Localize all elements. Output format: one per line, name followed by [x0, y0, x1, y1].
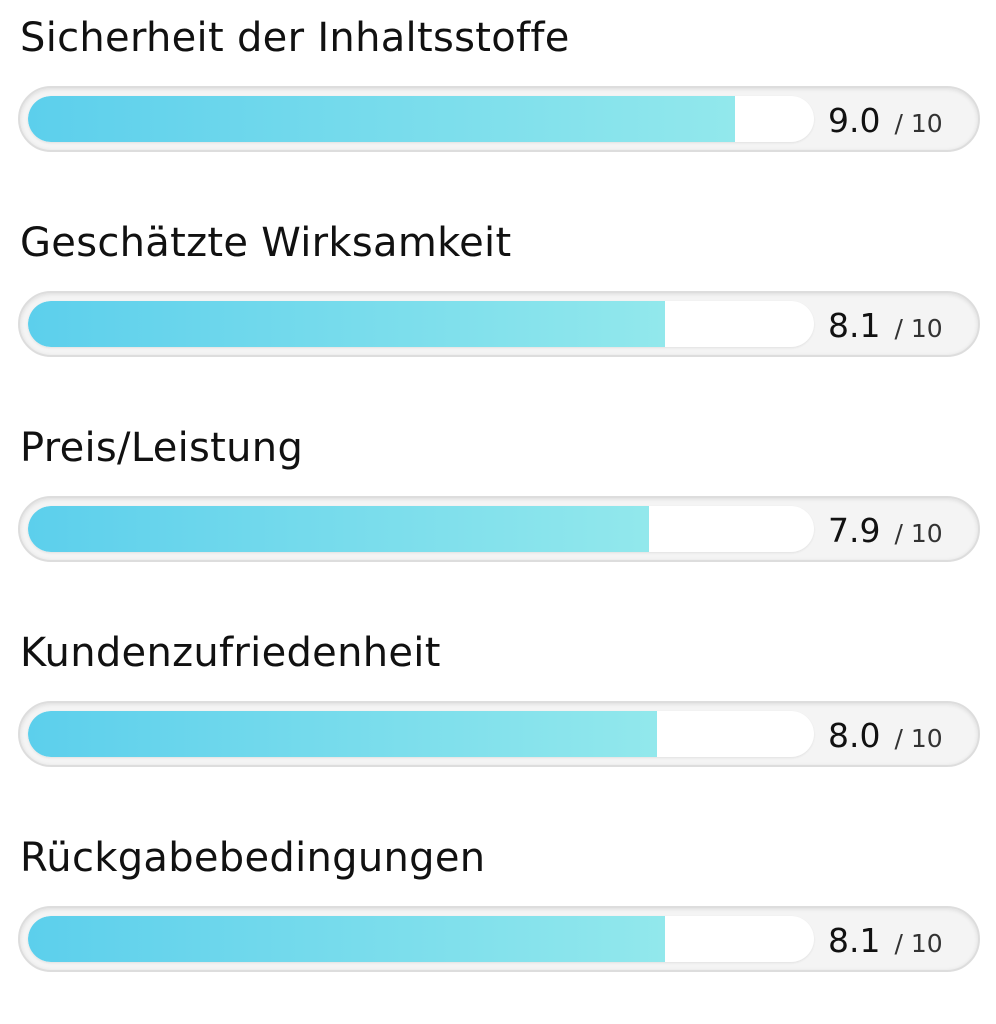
- score-value: 8.1: [828, 921, 881, 960]
- rating-score: 9.0 / 10: [828, 98, 943, 144]
- rating-score: 7.9 / 10: [828, 508, 943, 554]
- rating-bar: [28, 96, 814, 142]
- score-max: / 10: [894, 929, 943, 958]
- rating-track: 8.1 / 10: [18, 906, 980, 972]
- score-value: 9.0: [828, 101, 881, 140]
- rating-row-value-for-money: Preis/Leistung 7.9 / 10: [18, 410, 980, 580]
- rating-bar-fill: [28, 711, 657, 757]
- rating-track: 7.9 / 10: [18, 496, 980, 562]
- rating-track: 9.0 / 10: [18, 86, 980, 152]
- rating-track: 8.0 / 10: [18, 701, 980, 767]
- rating-score: 8.1 / 10: [828, 918, 943, 964]
- rating-track: 8.1 / 10: [18, 291, 980, 357]
- rating-bar-fill: [28, 916, 665, 962]
- rating-label: Geschätzte Wirksamkeit: [20, 220, 512, 266]
- score-max: / 10: [894, 724, 943, 753]
- rating-score: 8.0 / 10: [828, 713, 943, 759]
- rating-score: 8.1 / 10: [828, 303, 943, 349]
- rating-label: Sicherheit der Inhaltsstoffe: [20, 15, 570, 61]
- score-max: / 10: [894, 314, 943, 343]
- score-max: / 10: [894, 519, 943, 548]
- rating-bar: [28, 301, 814, 347]
- rating-bar-fill: [28, 301, 665, 347]
- rating-bar-fill: [28, 506, 649, 552]
- rating-bar: [28, 711, 814, 757]
- rating-row-ingredient-safety: Sicherheit der Inhaltsstoffe 9.0 / 10: [18, 0, 980, 170]
- score-value: 8.0: [828, 716, 881, 755]
- rating-bar: [28, 506, 814, 552]
- score-value: 8.1: [828, 306, 881, 345]
- rating-row-return-policy: Rückgabebedingungen 8.1 / 10: [18, 820, 980, 990]
- score-max: / 10: [894, 109, 943, 138]
- rating-bar: [28, 916, 814, 962]
- rating-label: Kundenzufriedenheit: [20, 630, 441, 676]
- rating-label: Rückgabebedingungen: [20, 835, 486, 881]
- rating-bar-fill: [28, 96, 736, 142]
- score-value: 7.9: [828, 511, 881, 550]
- rating-label: Preis/Leistung: [20, 425, 304, 471]
- rating-row-estimated-effectiveness: Geschätzte Wirksamkeit 8.1 / 10: [18, 205, 980, 375]
- rating-row-customer-satisfaction: Kundenzufriedenheit 8.0 / 10: [18, 615, 980, 785]
